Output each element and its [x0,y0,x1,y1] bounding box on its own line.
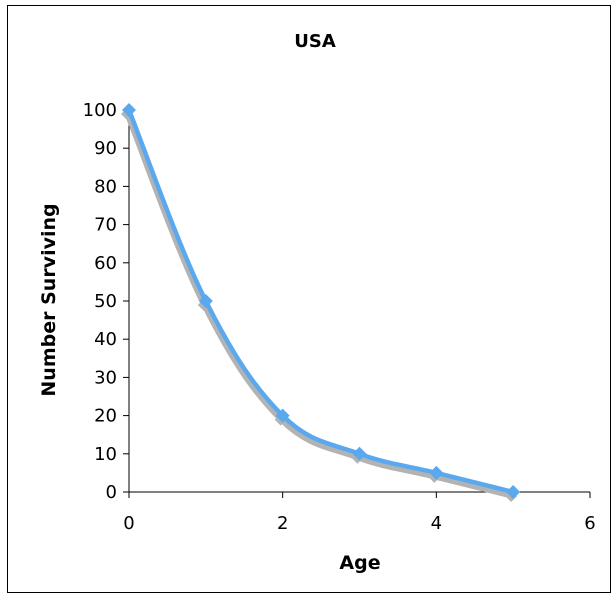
y-tick-label: 50 [94,291,117,312]
y-tick-label: 20 [94,406,117,427]
data-point-marker [352,446,367,461]
x-tick-label: 0 [123,513,134,534]
data-point-marker [506,485,521,499]
data-point-marker [429,465,444,480]
data-point-marker [198,294,213,308]
y-tick-label: 10 [94,444,117,465]
y-tick-label: 30 [94,367,117,388]
y-tick-label: 90 [94,138,117,159]
y-tick-label: 70 [94,215,117,236]
x-tick-label: 2 [277,513,288,534]
series-line [126,109,514,495]
y-tick-label: 40 [94,329,117,350]
x-tick-label: 6 [584,513,595,534]
y-axis-title: Number Surviving [38,203,60,396]
data-point-marker [122,103,136,117]
data-point-marker [275,408,290,423]
x-axis-title: Age [339,552,380,574]
y-tick-label: 0 [106,482,117,503]
y-tick-label: 60 [94,253,117,274]
y-tick-label: 100 [83,100,117,121]
x-tick-label: 4 [431,513,442,534]
y-tick-label: 80 [94,176,117,197]
chart-title: USA [294,31,336,52]
